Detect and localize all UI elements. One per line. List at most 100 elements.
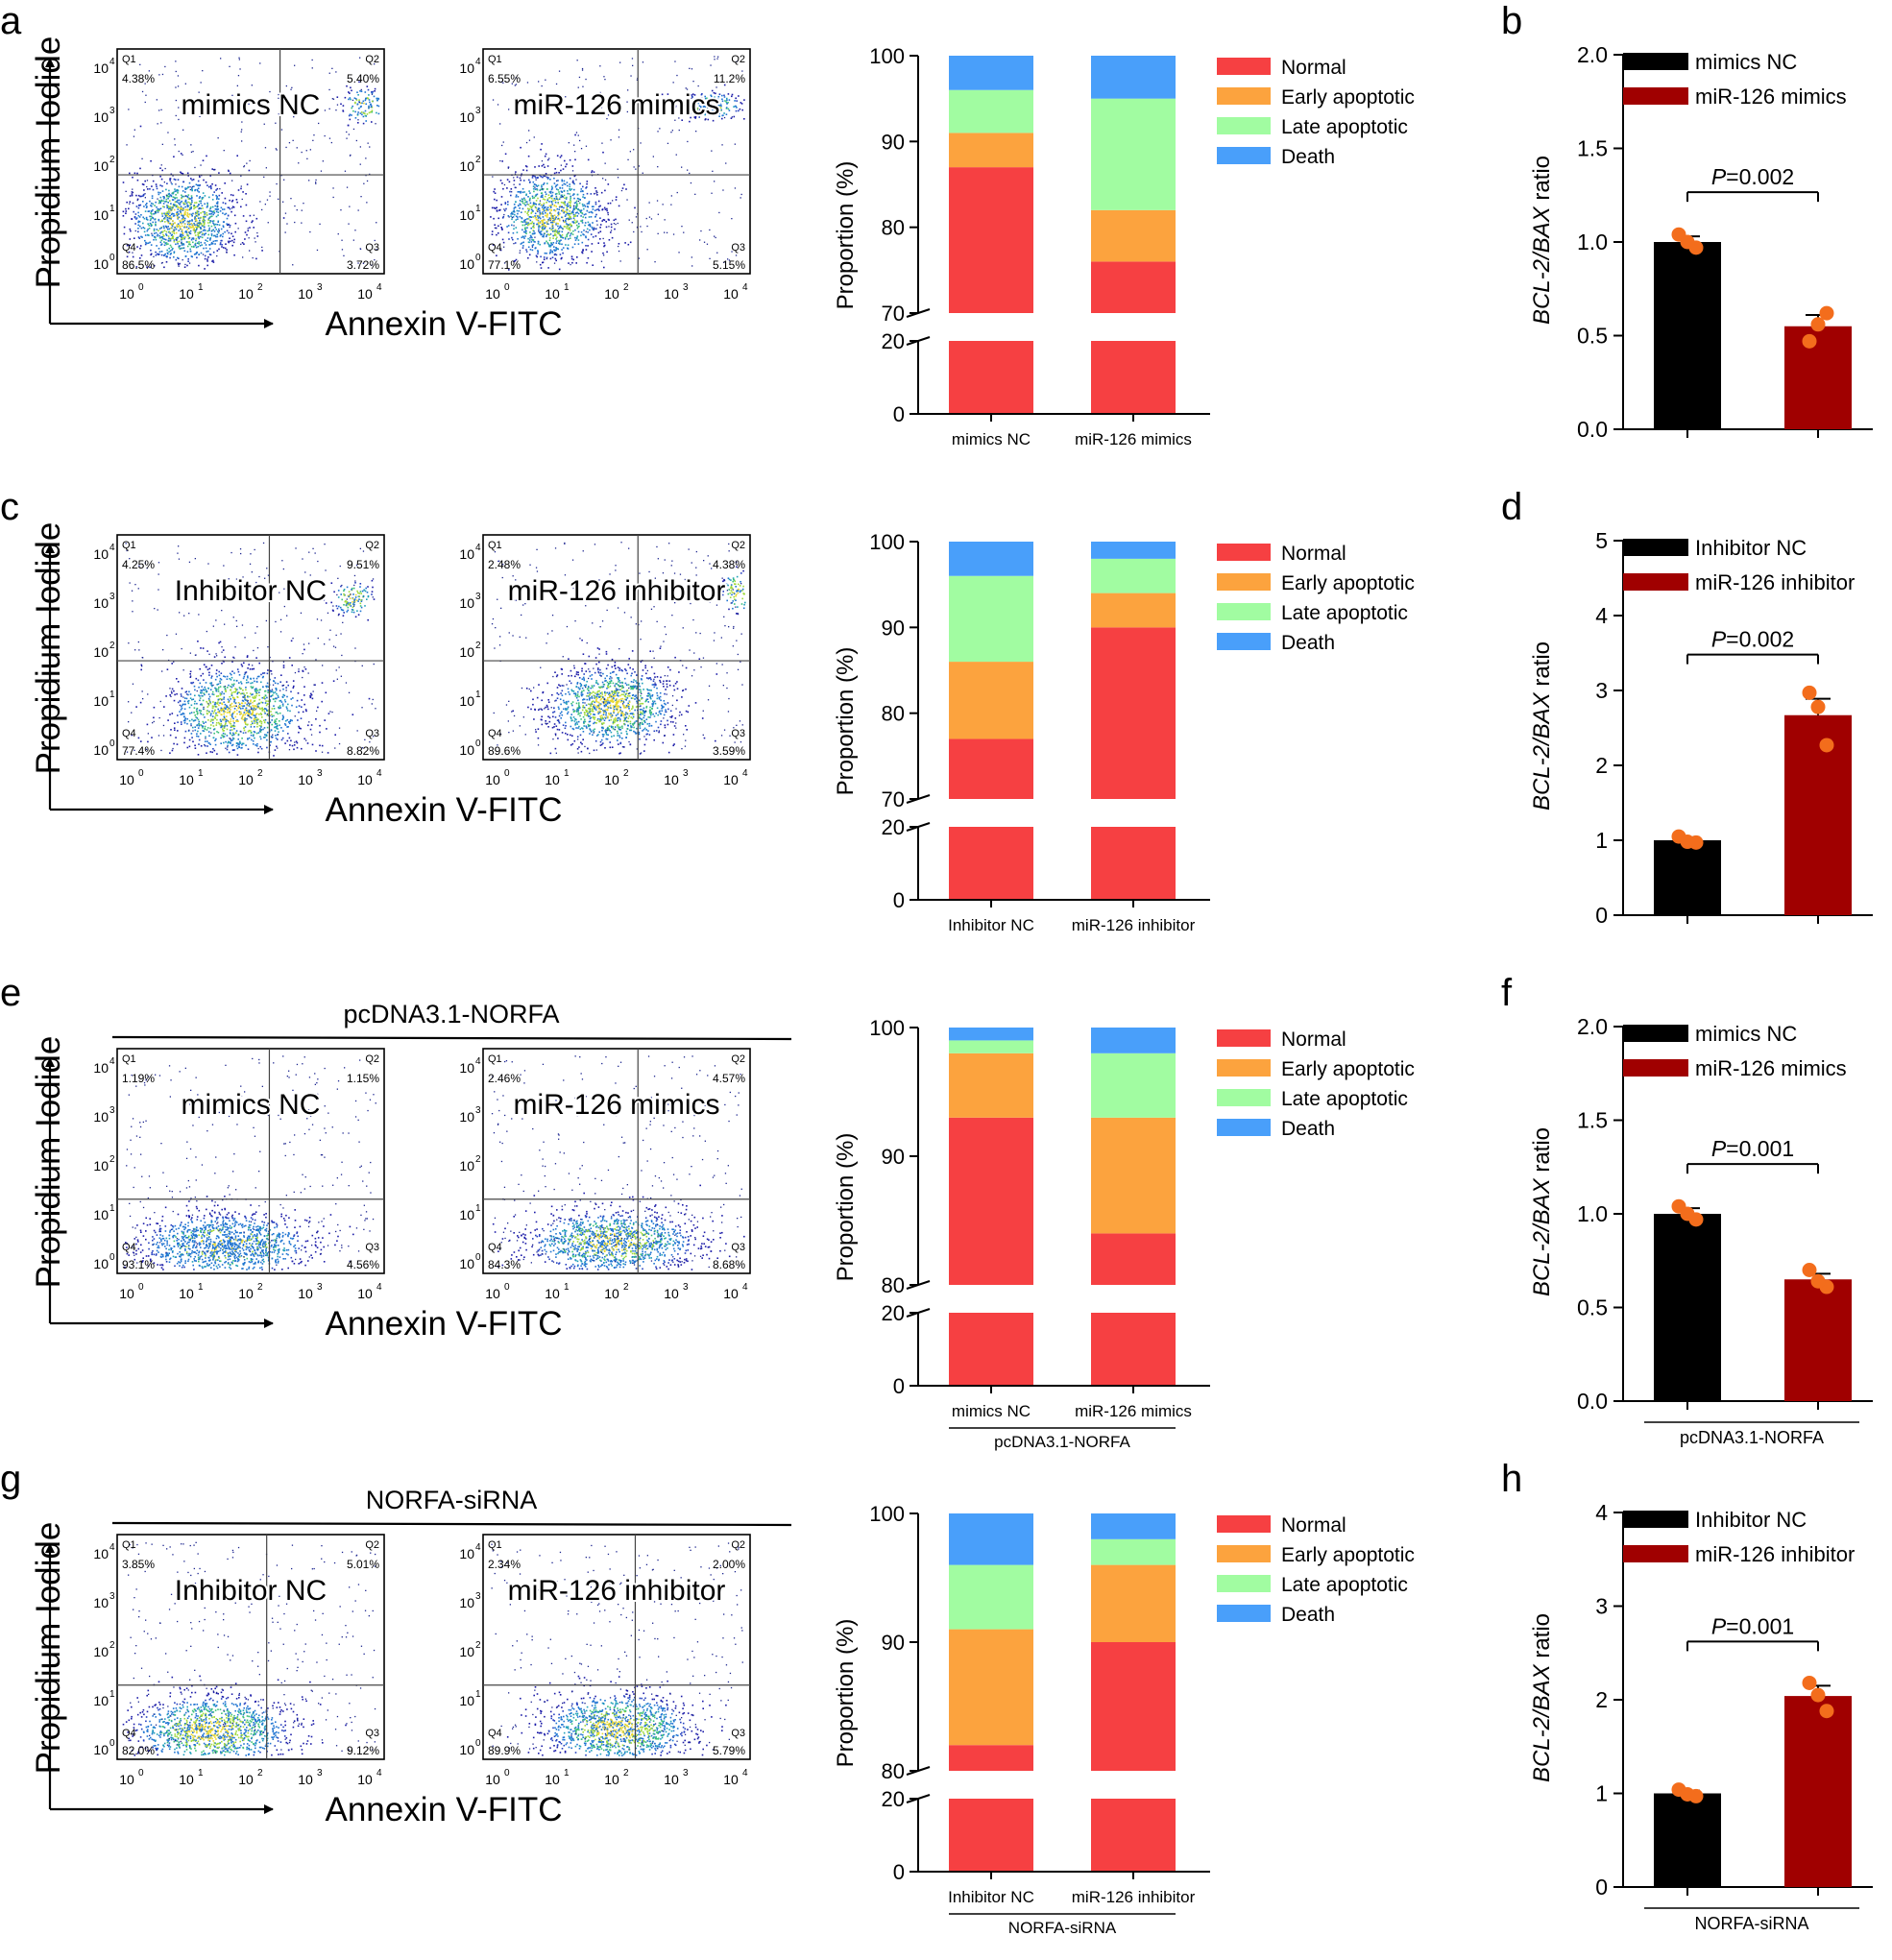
flow-event-dot [206, 690, 207, 692]
x-axis-tick-exponent: 3 [683, 282, 689, 293]
flow-event-dot [650, 678, 652, 681]
flow-event-dot [128, 207, 130, 210]
flow-event-dot [201, 236, 204, 239]
flow-event-dot [213, 703, 216, 706]
flow-event-dot [595, 220, 598, 222]
flow-event-dot [545, 206, 546, 208]
flow-event-dot [217, 231, 220, 234]
flow-event-dot [153, 706, 156, 709]
flow-event-dot [133, 210, 134, 213]
flow-event-dot [214, 709, 216, 712]
flow-event-dot [169, 694, 171, 696]
flow-event-dot [266, 686, 268, 689]
flow-event-dot [513, 228, 515, 230]
flow-event-dot [202, 647, 205, 649]
flow-event-dot [182, 238, 183, 240]
flow-event-dot [229, 237, 230, 239]
flow-event-dot [531, 244, 534, 247]
flow-event-dot [196, 212, 198, 214]
flow-event-dot [642, 711, 644, 713]
flow-event-dot [372, 596, 374, 598]
flow-event-dot [579, 199, 581, 201]
flow-event-dot [657, 131, 659, 133]
flow-event-dot [207, 219, 209, 222]
flow-event-dot [365, 103, 367, 106]
flow-event-dot [648, 722, 651, 725]
flow-event-dot [181, 238, 182, 241]
flow-event-dot [226, 715, 228, 717]
flow-event-dot [536, 223, 538, 226]
flow-event-dot [256, 235, 259, 237]
flow-event-dot [273, 698, 275, 700]
flow-event-dot [216, 233, 218, 236]
flow-event-dot [168, 189, 170, 192]
flow-event-dot [737, 606, 739, 608]
flow-event-dot [160, 254, 163, 256]
flow-event-dot [550, 198, 553, 200]
flow-event-dot [564, 204, 566, 206]
flow-event-dot [228, 700, 230, 702]
flow-event-dot [359, 605, 362, 607]
flow-event-dot [519, 200, 522, 202]
flow-event-dot [183, 700, 186, 703]
flow-event-dot [522, 202, 524, 205]
flow-event-dot [230, 729, 231, 732]
flow-event-dot [558, 230, 561, 232]
flow-event-dot [532, 185, 535, 187]
flow-event-dot [582, 705, 585, 707]
flow-event-dot [217, 732, 220, 734]
flow-event-dot [564, 215, 567, 217]
flow-event-dot [585, 230, 587, 232]
flow-event-dot [701, 101, 704, 104]
flow-event-dot [190, 255, 193, 257]
y-axis-title-suffix: ratio [1529, 156, 1555, 206]
flow-event-dot [553, 209, 555, 211]
flow-event-dot [179, 262, 181, 265]
flow-event-dot [233, 238, 235, 241]
flow-event-dot [366, 598, 368, 600]
flow-event-dot [344, 96, 347, 99]
flow-event-dot [354, 593, 357, 596]
flow-event-dot [282, 665, 285, 666]
flow-event-dot [141, 183, 144, 185]
flow-event-dot [356, 103, 359, 106]
flow-event-dot [618, 243, 620, 245]
flow-event-dot [598, 206, 600, 208]
flow-event-dot [670, 204, 672, 206]
flow-event-dot [173, 661, 175, 663]
flow-event-dot [214, 739, 216, 741]
flow-event-dot [230, 676, 233, 679]
flow-event-dot [333, 591, 335, 593]
flow-event-dot [537, 217, 540, 219]
flow-event-dot [180, 721, 182, 723]
flow-event-dot [194, 654, 197, 656]
flow-event-dot [211, 211, 214, 213]
flow-event-dot [216, 224, 219, 226]
flow-event-dot [174, 188, 176, 190]
flow-event-dot [157, 233, 159, 236]
flow-event-dot [192, 241, 194, 244]
flow-event-dot [587, 206, 589, 208]
flow-event-dot [545, 173, 547, 175]
flow-event-dot [576, 193, 579, 196]
flow-event-dot [570, 224, 573, 227]
flow-event-dot [182, 234, 184, 237]
flow-event-dot [197, 679, 200, 682]
flow-event-dot [543, 183, 545, 185]
flow-event-dot [168, 230, 171, 233]
flow-event-dot [643, 712, 645, 714]
x-axis-tick-label: 10 [298, 286, 313, 302]
flow-event-dot [212, 169, 215, 171]
flow-event-dot [138, 221, 141, 223]
flow-event-dot [125, 543, 127, 544]
flow-event-dot [169, 222, 171, 225]
flow-event-dot [146, 723, 149, 726]
flow-event-dot [721, 117, 723, 120]
flow-event-dot [149, 188, 151, 190]
flow-event-dot [501, 229, 503, 230]
flow-event-dot [162, 196, 164, 198]
flow-event-dot [542, 221, 544, 223]
flow-event-dot [515, 186, 517, 189]
proportion-bar-segment [1091, 98, 1176, 210]
